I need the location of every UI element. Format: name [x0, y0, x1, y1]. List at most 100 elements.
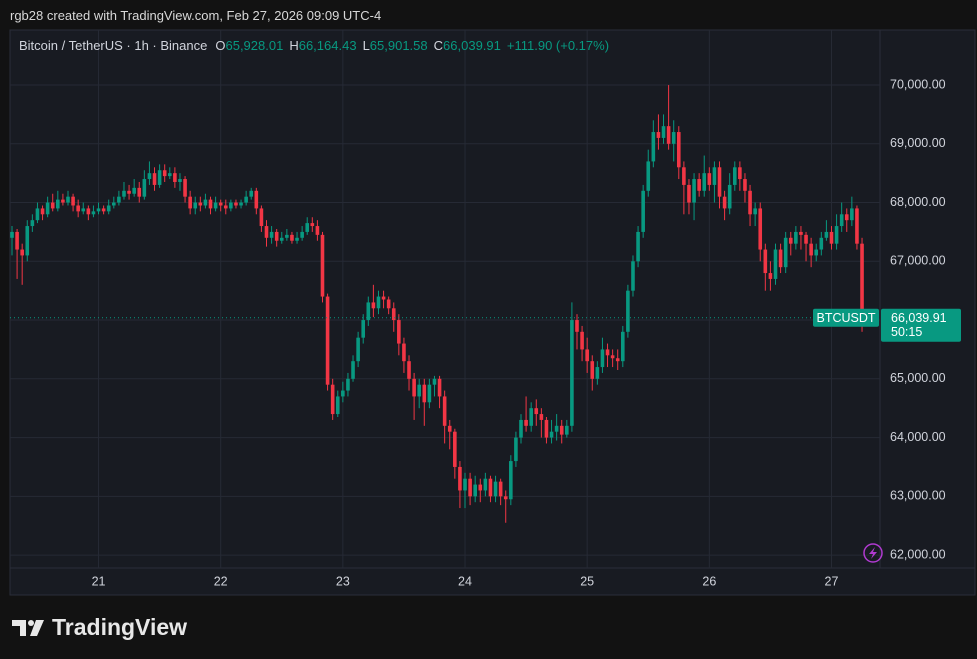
brand-name: TradingView: [52, 614, 188, 640]
candle-body: [783, 237, 788, 268]
candle-body: [203, 199, 208, 206]
candle-body: [676, 132, 681, 168]
candle-body: [661, 126, 666, 138]
candle-body: [249, 190, 254, 197]
candle-body: [335, 396, 340, 415]
candle-body: [727, 184, 732, 209]
candle-body: [570, 320, 574, 426]
candle-body: [753, 208, 757, 215]
candle-body: [656, 132, 661, 138]
candle-body: [483, 478, 488, 491]
candle-body: [290, 234, 294, 241]
candle-body: [468, 478, 472, 497]
candle-body: [402, 343, 406, 362]
candle-body: [565, 425, 569, 435]
countdown: 50:15: [891, 325, 922, 339]
alert-icon[interactable]: [863, 543, 883, 563]
candle-body: [162, 170, 167, 177]
candle-body: [422, 384, 427, 403]
candle-body: [844, 214, 849, 221]
candle-body: [682, 167, 686, 185]
candle-body: [285, 234, 289, 238]
candle-body: [122, 190, 126, 197]
candle-body: [509, 461, 513, 500]
candle-body: [488, 478, 493, 497]
candle-body: [549, 431, 554, 438]
candle-body: [106, 205, 111, 212]
candle-body: [773, 249, 778, 279]
candle-body: [35, 208, 40, 221]
candle-body: [30, 220, 35, 227]
candle-body: [361, 320, 366, 338]
candle-body: [743, 179, 747, 191]
x-tick-label: 22: [214, 574, 228, 588]
candle-body: [356, 337, 360, 362]
ohlc-value: 65,901.58: [369, 38, 428, 53]
candle-body: [437, 378, 442, 397]
candle-body: [50, 202, 55, 209]
last-price-label: 66,039.91: [891, 311, 947, 325]
price-tag: [881, 308, 961, 342]
candle-body: [621, 331, 625, 362]
candle-body: [819, 237, 824, 250]
candle-body: [554, 425, 559, 432]
candle-body: [559, 425, 564, 435]
candle-body: [137, 187, 142, 197]
candle-body: [646, 161, 651, 191]
brand: TradingView: [12, 614, 187, 641]
candle-body: [397, 320, 401, 344]
candle-body: [590, 361, 595, 379]
candle-body: [458, 466, 462, 491]
candle-body: [386, 299, 391, 309]
candle-body: [178, 179, 182, 182]
candle-body: [631, 261, 635, 291]
candle-body: [66, 196, 70, 203]
candle-body: [330, 384, 335, 415]
candle-body: [300, 231, 304, 238]
x-tick-label: 23: [336, 574, 350, 588]
candle-body: [96, 208, 101, 212]
candle-body: [351, 361, 355, 379]
candle-body: [707, 173, 712, 185]
candle-body: [371, 302, 376, 309]
ohlc-value: 65,928.01: [225, 38, 284, 53]
candle-body: [269, 231, 274, 238]
candle-body: [432, 378, 437, 385]
candle-body: [503, 496, 508, 500]
candle-body: [71, 196, 75, 206]
candle-body: [626, 290, 630, 332]
y-tick-label: 67,000.00: [890, 254, 946, 268]
candle-body: [651, 132, 656, 162]
candle-body: [86, 208, 91, 215]
candle-body: [295, 237, 299, 241]
candle-body: [167, 173, 172, 177]
candle-body: [860, 243, 864, 325]
candle-body: [834, 226, 839, 244]
x-tick-label: 25: [580, 574, 594, 588]
candle-body: [671, 132, 676, 144]
candle-body: [417, 384, 421, 397]
candle-body: [142, 179, 147, 197]
candle-body: [544, 419, 549, 438]
y-tick-label: 68,000.00: [890, 195, 946, 209]
candle-body: [799, 231, 803, 235]
candle-body: [391, 308, 396, 321]
candle-body: [10, 231, 14, 238]
candle-body: [814, 249, 819, 256]
candle-body: [605, 349, 610, 356]
candle-body: [229, 202, 233, 209]
candle-body: [442, 396, 447, 426]
candle-body: [45, 202, 50, 215]
candle-body: [147, 173, 152, 180]
candle-body: [81, 208, 86, 212]
candle-body: [529, 408, 533, 426]
candle-body: [407, 361, 411, 379]
ohlc-key: O: [215, 38, 226, 53]
candle-body: [218, 202, 223, 206]
candle-body: [305, 223, 310, 232]
candle-body: [239, 202, 243, 206]
candle-body: [758, 208, 763, 250]
candle-body: [117, 196, 121, 203]
candle-body: [809, 243, 813, 256]
candle-body: [575, 320, 579, 332]
